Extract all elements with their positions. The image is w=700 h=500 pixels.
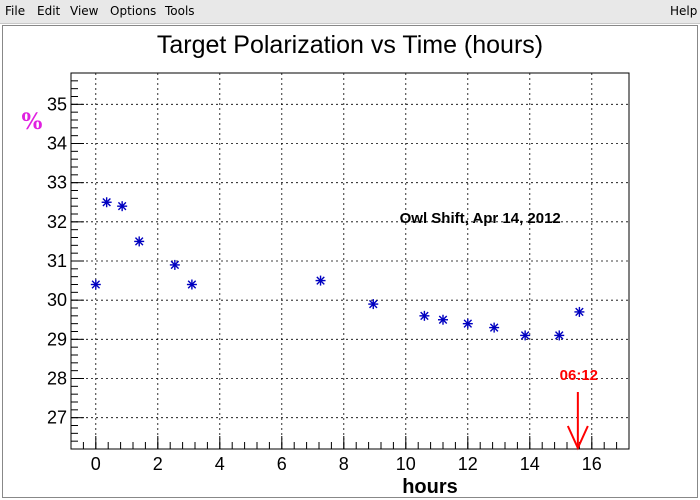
data-point <box>169 259 180 270</box>
menu-file[interactable]: File <box>5 4 26 18</box>
annotation-owl-shift: Owl Shift, Apr 14, 2012 <box>400 210 561 227</box>
y-tick-label: 32 <box>47 212 67 232</box>
y-tick-labels: 27 28 29 30 31 32 33 34 35 <box>47 94 67 427</box>
data-point <box>117 201 128 212</box>
y-tick-label: 31 <box>47 251 67 271</box>
menu-bar: File Edit View Options Tools Help <box>0 0 700 24</box>
data-point <box>574 306 585 317</box>
x-tick-label: 6 <box>277 454 287 474</box>
x-tick-labels: 0 2 4 6 8 10 12 14 16 <box>91 454 602 474</box>
menu-tools[interactable]: Tools <box>165 4 195 18</box>
data-point <box>90 279 101 290</box>
menu-view[interactable]: View <box>70 4 99 18</box>
data-point <box>419 310 430 321</box>
axis-ticks <box>70 80 618 450</box>
y-tick-label: 33 <box>47 173 67 193</box>
grid <box>71 73 629 449</box>
x-axis-label: hours <box>402 476 458 498</box>
x-tick-label: 0 <box>91 454 101 474</box>
data-point <box>520 330 531 341</box>
x-tick-label: 12 <box>458 454 478 474</box>
arrow-head <box>566 425 589 451</box>
data-point <box>554 330 565 341</box>
plot-frame <box>70 72 630 450</box>
x-tick-label: 10 <box>396 454 416 474</box>
x-tick-label: 2 <box>153 454 163 474</box>
y-tick-label: 35 <box>47 94 67 114</box>
x-tick-label: 8 <box>339 454 349 474</box>
y-tick-label: 28 <box>47 369 67 389</box>
menu-options[interactable]: Options <box>110 4 157 18</box>
data-point <box>368 299 379 310</box>
y-axis-label: % <box>22 109 43 135</box>
data-point <box>315 275 326 286</box>
menu-help[interactable]: Help <box>670 4 698 18</box>
data-point <box>462 318 473 329</box>
data-point <box>186 279 197 290</box>
data-point <box>101 197 112 208</box>
data-point <box>489 322 500 333</box>
chart-title: Target Polarization vs Time (hours) <box>157 31 543 59</box>
data-point <box>134 236 145 247</box>
y-tick-label: 34 <box>47 134 67 154</box>
annotation-time-label: 06:12 <box>560 367 598 384</box>
x-tick-label: 4 <box>215 454 225 474</box>
y-tick-label: 29 <box>47 329 67 349</box>
y-tick-label: 27 <box>47 408 67 428</box>
x-tick-label: 14 <box>520 454 540 474</box>
data-point <box>438 314 448 325</box>
x-tick-label: 16 <box>582 454 602 474</box>
data-points <box>90 197 585 341</box>
plot-canvas[interactable] <box>2 25 698 498</box>
menu-edit[interactable]: Edit <box>37 4 61 18</box>
time-arrow <box>566 392 589 451</box>
y-tick-label: 30 <box>47 290 67 310</box>
